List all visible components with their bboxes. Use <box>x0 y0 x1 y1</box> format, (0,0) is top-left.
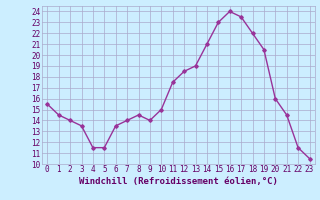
X-axis label: Windchill (Refroidissement éolien,°C): Windchill (Refroidissement éolien,°C) <box>79 177 278 186</box>
